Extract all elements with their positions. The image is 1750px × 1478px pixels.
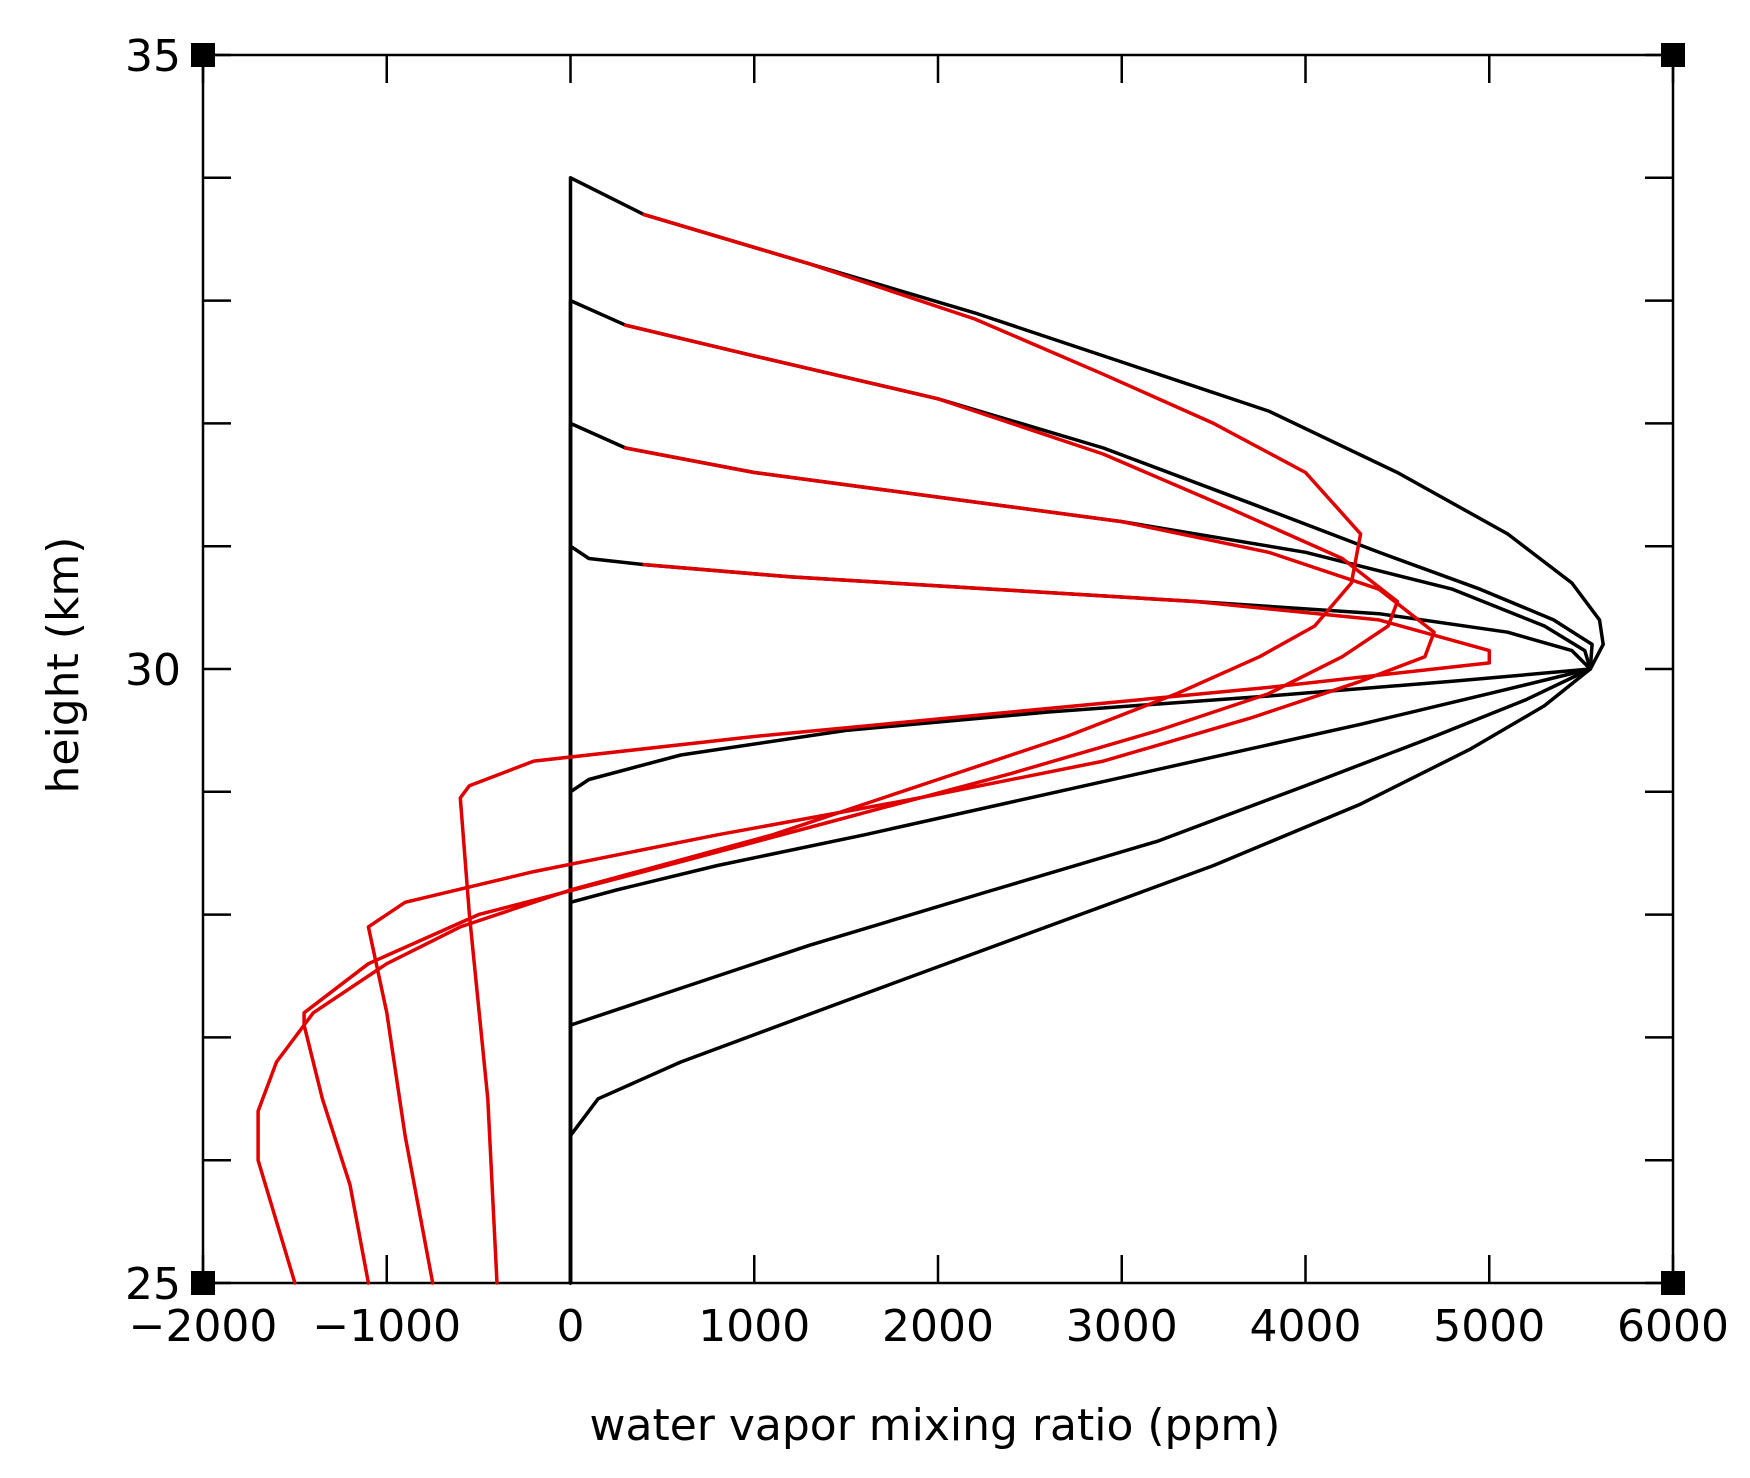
series-layer [256,176,1605,1285]
x-tick-label: 4000 [1250,1301,1362,1352]
tick-layer: −2000 −1000 0 1000 2000 3000 4000 5000 6000 25 30 3… [125,31,1729,1352]
series-line-8 [458,562,1492,1285]
label-layer: water vapor mixing ratio (ppm) height (k… [38,537,1280,1451]
x-tick-label: 5000 [1433,1301,1545,1352]
x-tick-label: −1000 [312,1301,461,1352]
x-tick-label: −2000 [129,1301,278,1352]
series-line-3 [568,421,1593,1285]
x-tick-label: 3000 [1066,1301,1178,1352]
series-line-5 [256,212,1363,1285]
series-line-6 [302,323,1400,1285]
plot-border [201,53,1675,1285]
y-tick-label: 25 [125,1259,181,1310]
y-axis-label: height (km) [38,537,89,794]
plot-frame [191,43,1685,1295]
series-line-1 [568,176,1605,1285]
x-tick-label: 6000 [1617,1301,1729,1352]
x-tick-label: 2000 [882,1301,994,1352]
y-tick-label: 30 [125,645,181,696]
y-tick-label: 35 [125,31,181,82]
x-axis-label: water vapor mixing ratio (ppm) [590,1400,1281,1451]
x-tick-label: 1000 [698,1301,810,1352]
series-line-7 [366,446,1436,1285]
x-tick-label: 0 [557,1301,585,1352]
